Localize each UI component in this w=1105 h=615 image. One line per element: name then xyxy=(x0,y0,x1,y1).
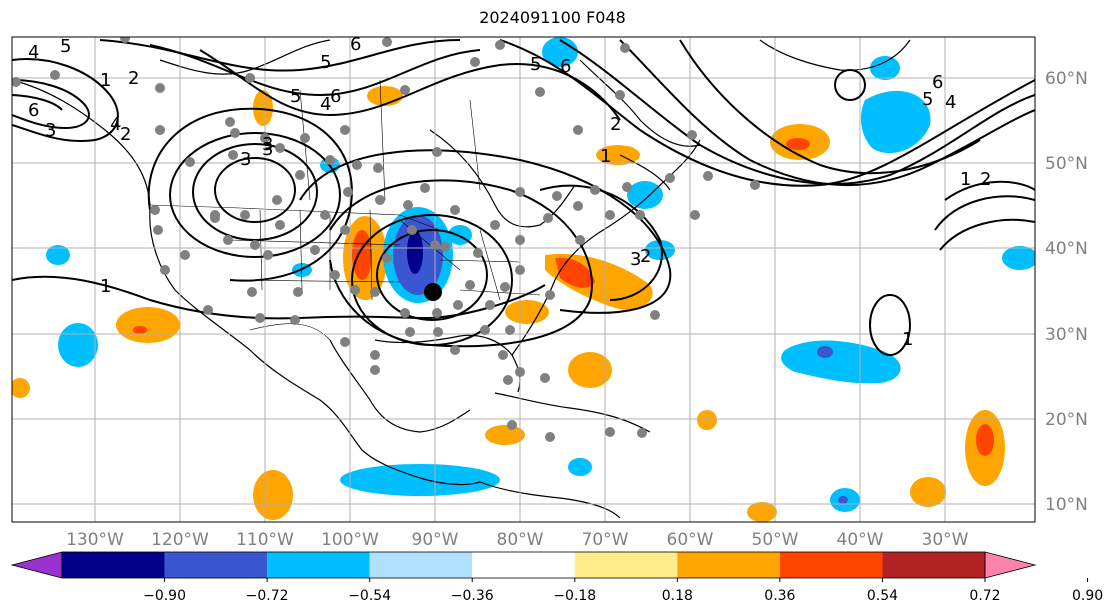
contour-label: 3 xyxy=(240,149,251,170)
colorbar-segment xyxy=(369,552,473,578)
observation-points xyxy=(12,37,760,442)
colorbar-extend-high xyxy=(984,551,1037,579)
contour-label: 5 xyxy=(60,36,71,57)
longitude-label: 70°W xyxy=(582,530,629,550)
contour-label: 6 xyxy=(330,86,341,107)
colorbar-segment xyxy=(267,552,370,578)
colorbar-segment xyxy=(472,552,575,578)
longitude-label: 90°W xyxy=(412,530,459,550)
colorbar-tick-label: −0.36 xyxy=(451,588,494,604)
latitude-label: 50°N xyxy=(1045,154,1088,174)
longitude-label: 110°W xyxy=(236,530,294,550)
colorbar-segment xyxy=(574,552,678,578)
contour-label: 5 xyxy=(530,54,541,75)
latitude-labels: 60°N 50°N 40°N 30°N 20°N 10°N xyxy=(1045,69,1088,515)
colorbar-segment xyxy=(164,552,268,578)
contours xyxy=(12,39,1035,356)
contour-label: 4 xyxy=(945,92,956,113)
colorbar-segment xyxy=(62,552,165,578)
colorbar-tick-label: −0.72 xyxy=(246,588,289,604)
colorbar-tick-labels: −0.90 −0.72 −0.54 −0.36 −0.18 0.18 0.36 0.54 0.7… xyxy=(143,578,1103,604)
contour-label: 6 xyxy=(28,100,39,121)
map-title: 2024091100 F048 xyxy=(479,8,626,27)
contour-label: 1 xyxy=(600,146,611,167)
contour-label: 2 xyxy=(980,169,991,190)
contour-label: 2 xyxy=(120,124,131,145)
colorbar-tick-label: 0.36 xyxy=(764,588,795,604)
longitude-label: 120°W xyxy=(151,530,209,550)
colorbar-tick-label: 0.18 xyxy=(662,588,693,604)
contour-label: 3 xyxy=(45,120,56,141)
contour-label: 4 xyxy=(28,42,39,63)
colorbar-tick-label: −0.90 xyxy=(143,588,186,604)
longitude-label: 130°W xyxy=(66,530,124,550)
colorbar-tick-label: 0.90 xyxy=(1072,588,1103,604)
contour-label: 4 xyxy=(110,114,121,135)
contour-label: 1 xyxy=(100,276,111,297)
contour-label: 1 xyxy=(902,329,913,350)
longitude-label: 30°W xyxy=(922,530,969,550)
contour-label: 5 xyxy=(320,52,331,73)
colorbar-segment xyxy=(677,552,780,578)
contour-label: 6 xyxy=(350,34,361,55)
contour-label: 2 xyxy=(128,68,139,89)
contour-label: 6 xyxy=(932,72,943,93)
colorbar-tick-label: −0.54 xyxy=(348,588,391,604)
latitude-label: 40°N xyxy=(1045,239,1088,259)
map-frame xyxy=(11,36,1036,523)
contour-label: 1 xyxy=(100,70,111,91)
longitude-labels: 130°W 120°W 110°W 100°W 90°W 80°W 70°W 60°W 50°W… xyxy=(66,530,969,550)
colorbar-segment xyxy=(882,552,985,578)
colorbar-tick-label: −0.18 xyxy=(553,588,596,604)
longitude-label: 40°W xyxy=(837,530,884,550)
contour-label: 2 xyxy=(610,114,621,135)
colorbar-segment xyxy=(779,552,883,578)
longitude-label: 60°W xyxy=(667,530,714,550)
colorbar-border xyxy=(61,551,986,579)
contour-label: 4 xyxy=(320,94,331,115)
colorbar xyxy=(10,551,1037,579)
colorbar-tick-label: 0.54 xyxy=(867,588,898,604)
contour-label: 3 xyxy=(262,134,273,155)
latitude-label: 30°N xyxy=(1045,325,1088,345)
colorbar-extend-low xyxy=(10,551,63,579)
latitude-label: 60°N xyxy=(1045,69,1088,89)
longitude-label: 80°W xyxy=(497,530,544,550)
latitude-label: 10°N xyxy=(1045,495,1088,515)
contour-label: 6 xyxy=(560,56,571,77)
longitude-label: 100°W xyxy=(321,530,379,550)
colorbar-tick-label: 0.72 xyxy=(969,588,1000,604)
storm-center-marker xyxy=(424,283,442,301)
latitude-label: 20°N xyxy=(1045,410,1088,430)
contour-label: 3 xyxy=(630,249,641,270)
contour-label: 5 xyxy=(290,86,301,107)
longitude-label: 50°W xyxy=(752,530,799,550)
contour-label: 5 xyxy=(922,89,933,110)
contour-label: 2 xyxy=(640,246,651,267)
contour-label: 3 xyxy=(262,139,273,160)
coastlines xyxy=(12,39,911,519)
contour-label: 1 xyxy=(960,169,971,190)
